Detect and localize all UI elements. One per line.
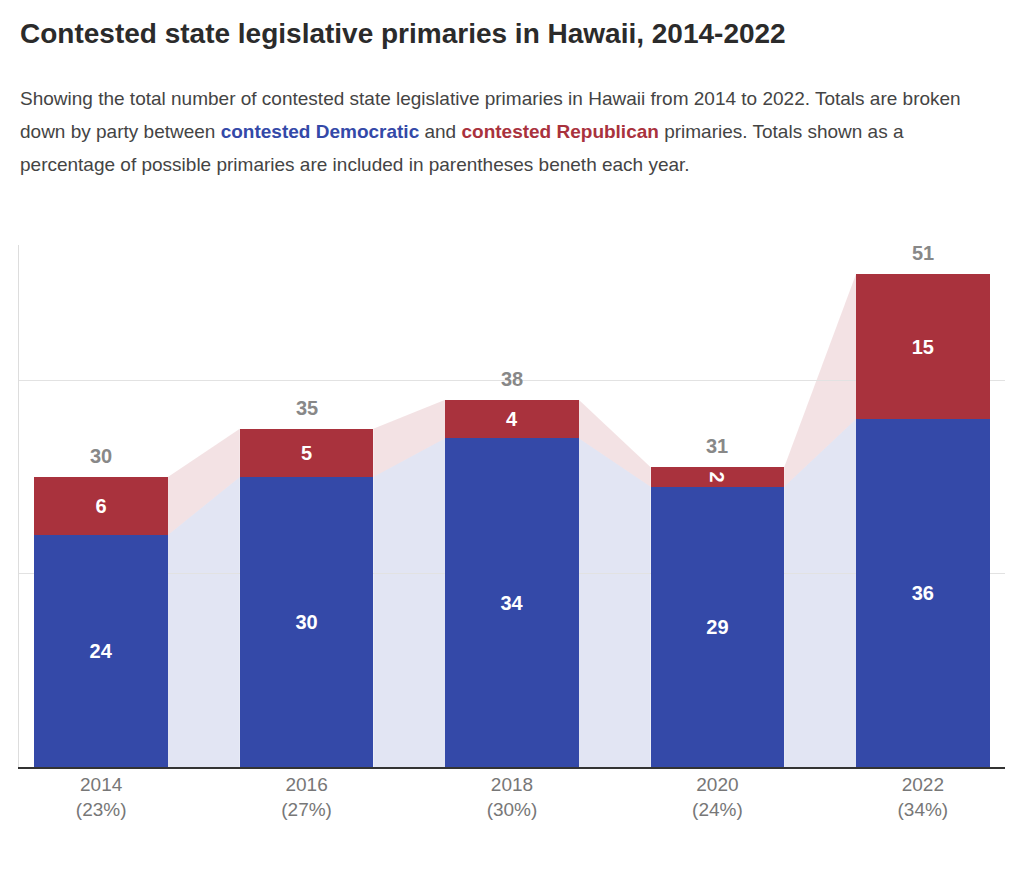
svg-text:24: 24: [90, 640, 113, 662]
html-text:Contested state legislative pr: Contested state legislative primaries in…: [20, 18, 786, 49]
svg-text:2022(34%): 2022(34%): [897, 774, 948, 820]
svg-text:36: 36: [912, 582, 934, 604]
svg-text:2: 2: [706, 471, 728, 482]
svg-text:30: 30: [90, 445, 112, 467]
svg-text:15: 15: [912, 336, 934, 358]
svg-text:4: 4: [506, 408, 518, 430]
svg-text:34: 34: [500, 592, 523, 614]
svg-text:31: 31: [706, 435, 728, 457]
svg-text:5: 5: [301, 442, 312, 464]
svg-text:29: 29: [706, 616, 728, 638]
svg-text:2018(30%): 2018(30%): [487, 774, 538, 820]
svg-text:51: 51: [912, 242, 934, 264]
svg-text:6: 6: [96, 495, 107, 517]
svg-text:30: 30: [295, 611, 317, 633]
svg-text:35: 35: [296, 397, 318, 419]
svg-text:2016(27%): 2016(27%): [281, 774, 332, 820]
svg-text:2020(24%): 2020(24%): [692, 774, 743, 820]
svg-text:2014(23%): 2014(23%): [76, 774, 127, 820]
html-text:Showing the total number of co: Showing the total number of contested st…: [20, 88, 961, 175]
svg-text:38: 38: [501, 368, 523, 390]
